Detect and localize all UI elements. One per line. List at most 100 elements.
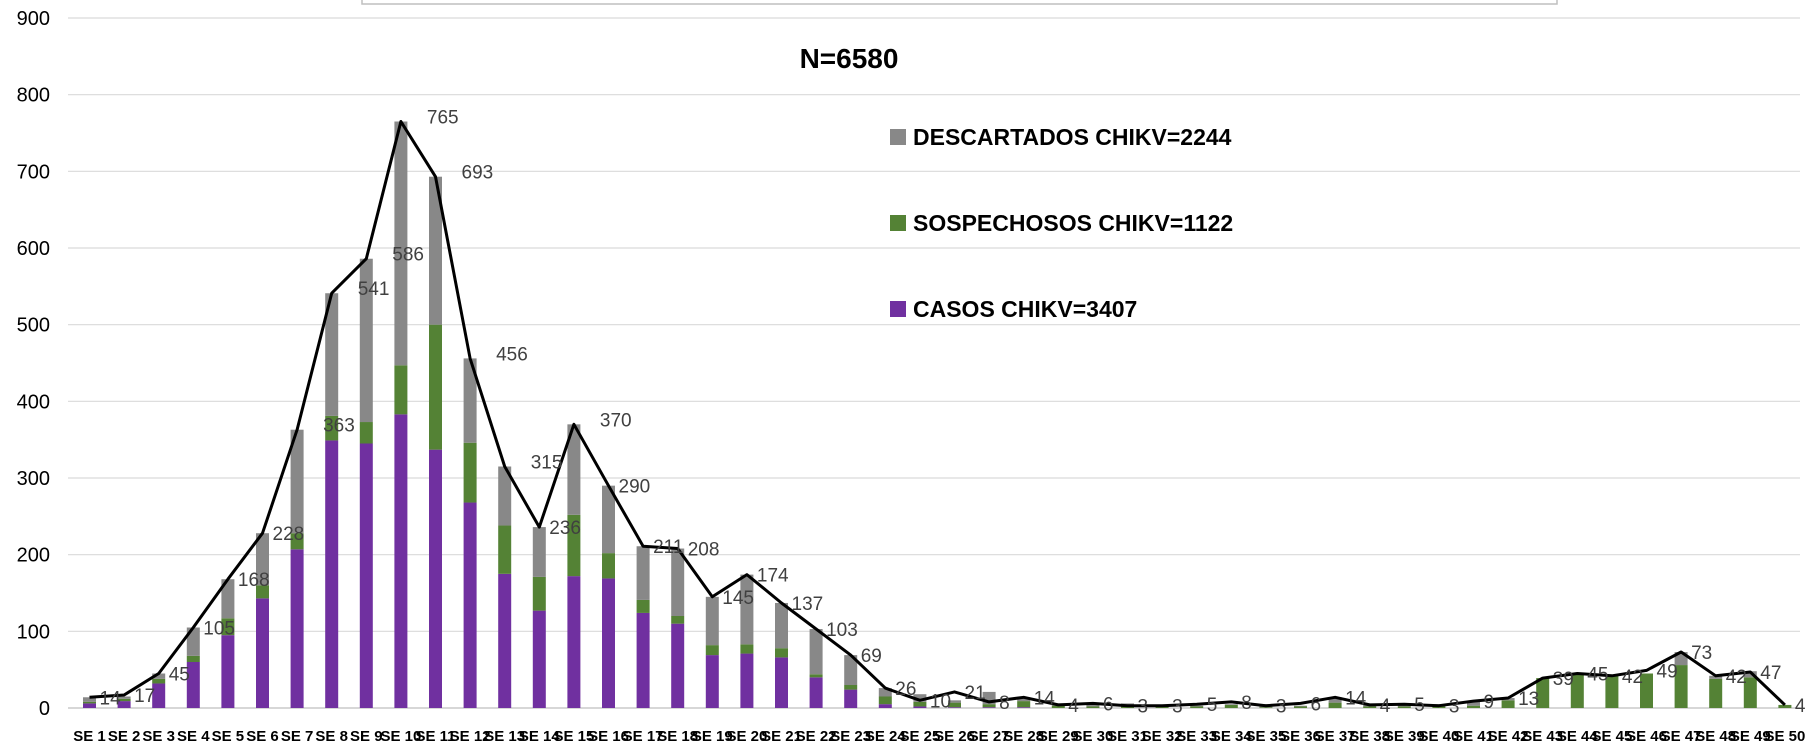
data-label: 73 <box>1691 643 1712 664</box>
data-label: 45 <box>1587 665 1608 686</box>
bar-segment-casos <box>671 624 684 708</box>
y-tick-label: 400 <box>17 391 50 413</box>
bar-segment-casos <box>775 657 788 708</box>
bar-segment-casos <box>325 440 338 708</box>
bar-segment-descartados <box>1225 704 1238 705</box>
data-label: 47 <box>1760 663 1781 684</box>
data-label: 370 <box>600 410 632 431</box>
y-tick-label: 600 <box>17 238 50 260</box>
bar-segment-sospechosos <box>740 644 753 653</box>
data-label: 26 <box>895 679 916 700</box>
data-label: 541 <box>358 279 390 300</box>
y-tick-label: 200 <box>17 545 50 567</box>
bar-segment-sospechosos <box>1329 703 1342 708</box>
data-label: 3 <box>1449 697 1460 718</box>
bar-segment-sospechosos <box>706 645 719 655</box>
y-tick-label: 100 <box>17 621 50 643</box>
bar-segment-casos <box>221 635 234 708</box>
bar-segment-sospechosos <box>810 674 823 677</box>
bar-segment-casos <box>602 578 615 708</box>
data-label: 9 <box>1484 692 1495 713</box>
data-label: 693 <box>462 163 494 184</box>
legend-label: DESCARTADOS CHIKV=2244 <box>913 124 1232 150</box>
data-label: 69 <box>861 646 882 667</box>
data-label: 174 <box>757 566 789 587</box>
y-tick-label: 900 <box>17 8 50 30</box>
bar-segment-sospechosos <box>879 697 892 705</box>
data-label: 21 <box>965 683 986 704</box>
data-label: 14 <box>100 688 122 709</box>
data-label: 6 <box>1103 694 1114 715</box>
bar-segment-sospechosos <box>1502 700 1515 708</box>
x-tick-label: SE 50 <box>1764 728 1805 745</box>
data-label: 45 <box>169 665 190 686</box>
bar-segment-sospechosos <box>1190 706 1203 708</box>
data-label: 208 <box>688 540 720 561</box>
bar-segment-casos <box>706 655 719 708</box>
data-label: 145 <box>722 588 754 609</box>
bar-segment-descartados <box>1294 706 1307 707</box>
bar-segment-casos <box>291 549 304 708</box>
bar-segment-sospechosos <box>1017 701 1030 707</box>
bar-segment-casos <box>256 598 269 708</box>
bar-segment-casos <box>567 576 580 708</box>
bar-segment-sospechosos <box>671 616 684 624</box>
bar-segment-sospechosos <box>983 704 996 707</box>
data-label: 42 <box>1622 667 1643 688</box>
legend-label: SOSPECHOSOS CHIKV=1122 <box>913 210 1233 236</box>
data-label: 211 <box>653 537 683 558</box>
legend-swatch <box>890 215 906 231</box>
data-label: 765 <box>427 108 459 129</box>
data-label: 42 <box>1726 667 1747 688</box>
bar-segment-sospechosos <box>464 443 477 503</box>
bar-segment-descartados <box>775 603 788 648</box>
x-tick-label: SE 2 <box>108 728 141 745</box>
bar-segment-casos <box>740 654 753 708</box>
bar-segment-casos <box>810 677 823 708</box>
bar-segment-sospechosos <box>429 325 442 450</box>
bar-segment-sospechosos <box>1398 706 1411 708</box>
bar-segment-sospechosos <box>394 365 407 414</box>
data-label: 6 <box>1311 694 1322 715</box>
bar-segment-descartados <box>533 527 546 577</box>
bar-segment-casos <box>83 703 96 708</box>
x-tick-label: SE 1 <box>73 728 106 745</box>
data-label: 105 <box>203 619 235 640</box>
data-label: 4 <box>1795 696 1805 717</box>
y-tick-label: 300 <box>17 468 50 490</box>
legend: DESCARTADOS CHIKV=2244 SOSPECHOSOS CHIKV=… <box>890 124 1233 322</box>
data-label: 3 <box>1138 697 1149 718</box>
bar-segment-casos <box>394 414 407 708</box>
bar-segment-casos <box>913 706 926 708</box>
bar-segment-sospechosos <box>1225 705 1238 708</box>
y-tick-label: 0 <box>39 698 50 720</box>
bar-segment-sospechosos <box>498 526 511 574</box>
bar-segment-descartados <box>637 546 650 600</box>
data-label: 5 <box>1414 695 1425 716</box>
x-tick-label: SE 8 <box>315 728 348 745</box>
x-tick-label: SE 5 <box>212 728 245 745</box>
bar-segment-sospechosos <box>1467 706 1480 708</box>
data-label: 103 <box>826 620 858 641</box>
bar-segment-sospechosos <box>187 656 200 662</box>
bar-segment-sospechosos <box>1778 705 1791 708</box>
chart-title: N=6580 <box>800 43 899 74</box>
bar-segment-sospechosos <box>602 553 615 578</box>
data-label: 14 <box>1034 688 1056 709</box>
x-tick-label: SE 7 <box>281 728 314 745</box>
bar-segment-sospechosos <box>637 600 650 613</box>
y-tick-label: 800 <box>17 85 50 107</box>
bar-segment-sospechosos <box>1259 707 1272 708</box>
bar-segment-descartados <box>810 629 823 674</box>
bar-segment-casos <box>533 611 546 708</box>
bar-segment-casos <box>1017 707 1030 708</box>
bar-segment-sospechosos <box>152 679 165 684</box>
bar-segment-descartados <box>671 549 684 616</box>
data-label: 228 <box>273 524 305 545</box>
legend-label: CASOS CHIKV=3407 <box>913 296 1137 322</box>
bar-segment-casos <box>360 444 373 709</box>
